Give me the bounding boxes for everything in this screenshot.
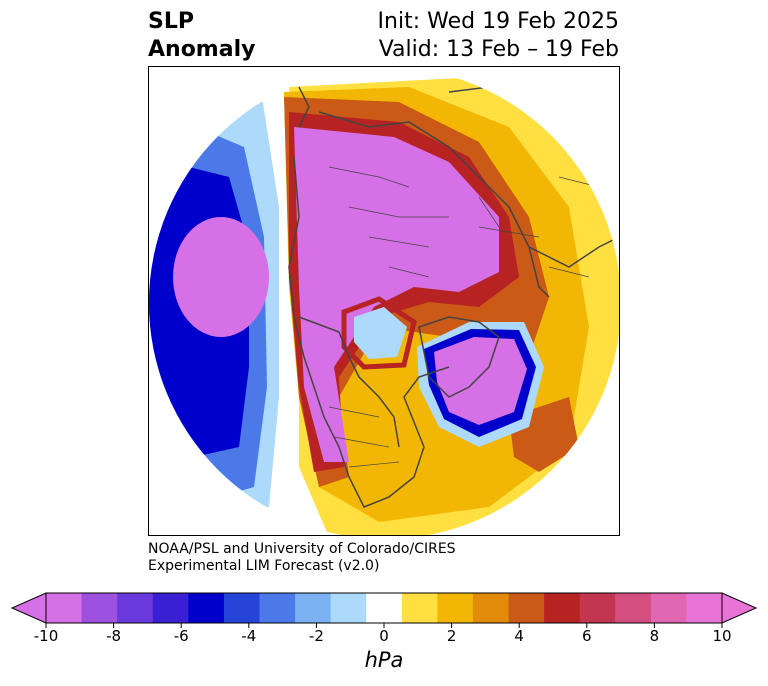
colorbar-swatch xyxy=(401,593,438,623)
anomaly-negative-core-west xyxy=(173,217,269,337)
colorbar-swatch xyxy=(615,593,652,623)
colorbar-tick-label: -10 xyxy=(33,627,59,645)
colorbar-tick-label: 6 xyxy=(582,627,592,645)
map-panel xyxy=(148,66,620,536)
colorbar-swatch xyxy=(46,593,83,623)
coastline-north-america xyxy=(288,86,450,508)
colorbar-swatch xyxy=(81,593,118,623)
colorbar-swatch xyxy=(472,593,510,623)
colorbar-swatch xyxy=(437,593,474,623)
colorbar-swatch xyxy=(330,593,367,623)
colorbar-swatch xyxy=(188,593,225,623)
valid-range: Valid: 13 Feb – 19 Feb xyxy=(378,37,619,62)
colorbar-tick-label: 0 xyxy=(379,627,389,645)
colorbar-tick-label: -2 xyxy=(308,627,324,645)
map-disk xyxy=(149,67,619,535)
coastline-greenland xyxy=(418,316,500,398)
colorbar-swatch xyxy=(295,593,332,623)
title-right: Init: Wed 19 Feb 2025 Valid: 13 Feb – 19… xyxy=(378,8,619,64)
colorbar-tick-label: 8 xyxy=(649,627,660,645)
colorbar-swatch xyxy=(686,593,723,623)
credit-line-2: Experimental LIM Forecast (v2.0) xyxy=(148,558,380,574)
anomaly-map xyxy=(149,67,619,535)
title-left: SLP Anomaly xyxy=(148,8,255,64)
political-borders xyxy=(328,166,600,468)
colorbar-tick-label: 2 xyxy=(446,627,457,645)
colorbar-tick-label: 4 xyxy=(514,627,524,645)
anomaly-positive-red-pole xyxy=(341,296,417,370)
title-variable: SLP xyxy=(148,9,194,34)
colorbar-swatch xyxy=(508,593,545,623)
colorbar-tick-label: -8 xyxy=(106,627,122,645)
colorbar-swatch xyxy=(223,593,260,623)
colorbar-swatch xyxy=(544,593,581,623)
anomaly-positive-strong xyxy=(294,127,499,462)
colorbar-units: hPa xyxy=(364,648,404,672)
colorbar-ticks: -10 -8 -6 -4 -2 0 2 4 6 8 10 xyxy=(0,627,768,649)
colorbar-swatch xyxy=(152,593,189,623)
title-field: Anomaly xyxy=(148,37,256,62)
colorbar-tick-label: 10 xyxy=(712,627,732,645)
colorbar xyxy=(10,592,758,628)
colorbar-over-arrow xyxy=(721,592,758,624)
init-date: Init: Wed 19 Feb 2025 xyxy=(377,9,619,34)
anomaly-negative-core-east xyxy=(434,337,527,425)
anomaly-negative-weak-pole xyxy=(354,307,407,359)
colorbar-under-arrow xyxy=(10,592,47,624)
colorbar-swatch xyxy=(366,593,403,623)
colorbar-swatch xyxy=(650,593,687,623)
colorbar-tick-label: -4 xyxy=(241,627,257,645)
credit-line-1: NOAA/PSL and University of Colorado/CIRE… xyxy=(148,541,456,557)
colorbar-swatch xyxy=(117,593,154,623)
colorbar-tick-label: -6 xyxy=(173,627,189,645)
colorbar-swatch xyxy=(579,593,616,623)
colorbar-swatch xyxy=(259,593,296,623)
credit: NOAA/PSL and University of Colorado/CIRE… xyxy=(148,541,456,575)
